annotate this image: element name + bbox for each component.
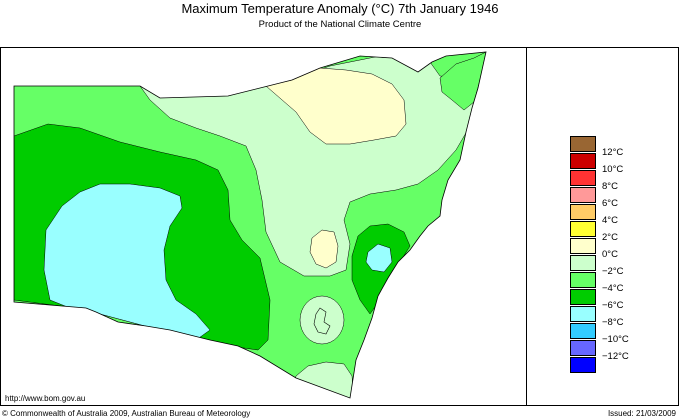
bom-url-link[interactable]: http://www.bom.gov.au (5, 394, 86, 403)
legend-swatch-3 (570, 187, 596, 203)
frame-divider (526, 47, 527, 406)
act-border (313, 307, 331, 335)
legend-swatch-4 (570, 204, 596, 220)
legend-swatch-8 (570, 272, 596, 288)
issued-date: Issued: 21/03/2009 (607, 409, 676, 418)
legend-label-minus12: −12°C (602, 351, 629, 362)
legend-label-8: 8°C (602, 181, 618, 192)
zone-0-act (299, 295, 345, 345)
zone-minus6-coast (365, 243, 393, 273)
legend-swatch-12 (570, 340, 596, 356)
legend-label-minus10: −10°C (602, 334, 629, 345)
legend-label-0: 0°C (602, 249, 618, 260)
legend-swatch-11 (570, 323, 596, 339)
legend-label-minus2: −2°C (602, 266, 624, 277)
map-frame (0, 47, 679, 406)
legend-swatch-9 (570, 289, 596, 305)
legend-label-10: 10°C (602, 164, 624, 175)
map-subtitle: Product of the National Climate Centre (258, 19, 422, 30)
legend-label-minus6: −6°C (602, 300, 624, 311)
legend-swatch-13 (570, 357, 596, 373)
legend-swatch-6 (570, 238, 596, 254)
nsw-anomaly-map (13, 51, 487, 399)
legend-label-minus4: −4°C (602, 283, 624, 294)
copyright-notice: © Commonwealth of Australia 2009, Austra… (2, 409, 251, 418)
legend-label-12: 12°C (602, 147, 624, 158)
legend-swatch-2 (570, 170, 596, 186)
legend-label-6: 6°C (602, 198, 618, 209)
nsw-border (13, 51, 487, 399)
legend-label-4: 4°C (602, 215, 618, 226)
zone-2-north (265, 67, 407, 145)
legend-swatch-5 (570, 221, 596, 237)
legend-swatch-1 (570, 153, 596, 169)
legend-swatch-10 (570, 306, 596, 322)
legend-label-minus8: −8°C (602, 317, 624, 328)
legend-swatch-7 (570, 255, 596, 271)
legend-label-2: 2°C (602, 232, 618, 243)
legend-swatch-0 (570, 136, 596, 152)
zone-2-central (309, 229, 339, 269)
map-title: Maximum Temperature Anomaly (°C) 7th Jan… (181, 1, 499, 16)
